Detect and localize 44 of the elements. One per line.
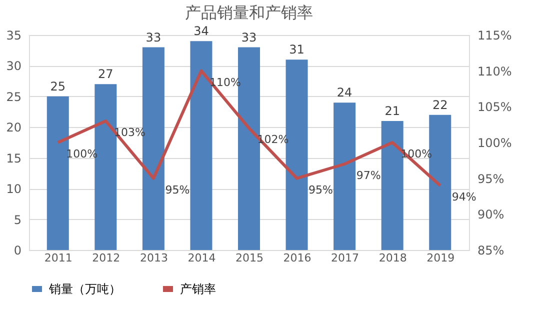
data-label: 97% xyxy=(356,169,381,182)
y-tick-label: 25 xyxy=(6,90,22,104)
y2-tick-label: 90% xyxy=(478,208,504,222)
y2-tick-label: 95% xyxy=(478,172,504,186)
chart-title: 产品销量和产销率 xyxy=(185,3,313,22)
bar xyxy=(46,96,69,250)
y-tick-label: 35 xyxy=(6,28,22,42)
data-label: 33 xyxy=(241,30,257,44)
y2-tick-label: 105% xyxy=(478,100,512,114)
x-tick-label: 2016 xyxy=(283,252,312,264)
data-label: 31 xyxy=(289,42,304,57)
data-label: 34 xyxy=(194,24,209,38)
data-label: 95% xyxy=(308,183,334,196)
x-tick-label: 2011 xyxy=(44,252,72,264)
x-tick-label: 2014 xyxy=(188,252,216,264)
x-tick-label: 2018 xyxy=(378,252,407,264)
x-tick-label: 2013 xyxy=(140,252,168,264)
y-tick-label: 20 xyxy=(6,120,22,135)
y-tick-label: 0 xyxy=(14,244,22,258)
data-label: 27 xyxy=(98,67,114,82)
y-tick-label: 30 xyxy=(6,59,22,74)
x-tick-label: 2012 xyxy=(92,252,120,264)
x-tick-label: 2019 xyxy=(426,252,455,264)
y2-tick-label: 85% xyxy=(478,244,504,258)
data-label: 33 xyxy=(146,30,162,44)
legend-label: 销量（万吨） xyxy=(48,282,121,296)
y-tick-label: 15 xyxy=(6,151,22,166)
legend-label: 产销率 xyxy=(180,282,216,296)
y-tick-label: 5 xyxy=(14,212,22,227)
bar xyxy=(334,102,356,250)
x-tick-label: 2017 xyxy=(331,252,360,264)
data-label: 94% xyxy=(452,190,476,204)
data-label: 21 xyxy=(384,104,400,118)
y2-tick-label: 115% xyxy=(478,28,512,42)
data-label: 22 xyxy=(432,98,448,112)
x-tick-label: 2015 xyxy=(236,252,264,264)
y2-tick-label: 100% xyxy=(478,136,512,150)
bar xyxy=(190,41,212,250)
y2-tick-label: 110% xyxy=(478,64,512,78)
bar xyxy=(381,121,404,250)
data-label: 95% xyxy=(165,183,190,196)
y-tick-label: 10 xyxy=(6,182,22,196)
data-label: 25 xyxy=(50,79,66,94)
data-label: 24 xyxy=(336,86,352,100)
